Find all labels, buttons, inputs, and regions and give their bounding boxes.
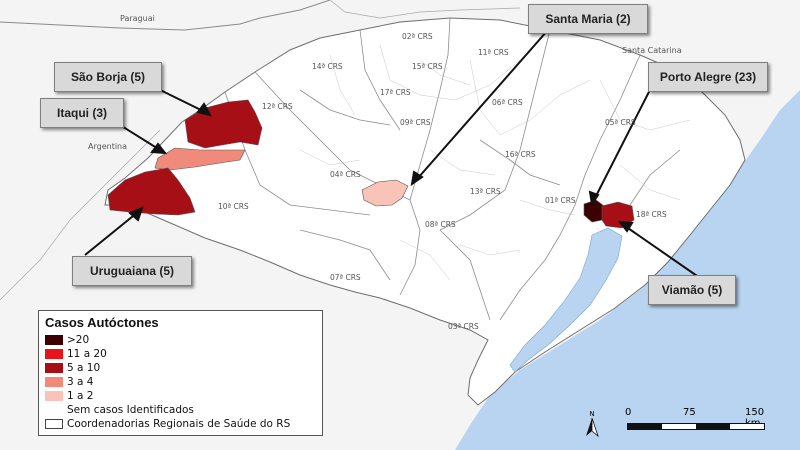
border-north bbox=[329, 0, 521, 19]
callout-arrows bbox=[84, 21, 701, 279]
municipio-uruguaiana bbox=[107, 167, 196, 216]
crs-label: 13ª CRS bbox=[470, 187, 501, 196]
municipality-boundaries bbox=[299, 44, 691, 281]
lagoa-dos-patos bbox=[509, 227, 623, 373]
crs-label: 06ª CRS bbox=[492, 98, 523, 107]
border-argentina bbox=[0, 129, 161, 301]
crs-label: 07ª CRS bbox=[330, 273, 361, 282]
ocean bbox=[455, 90, 800, 450]
callout-sao-borja: São Borja (5) bbox=[54, 62, 162, 92]
crs-label: 14ª CRS bbox=[312, 62, 343, 71]
legend-label: Sem casos Identificados bbox=[67, 404, 194, 416]
legend-item: 3 a 4 bbox=[45, 375, 322, 389]
crs-boundaries bbox=[224, 17, 681, 321]
label-argentina: Argentina bbox=[88, 142, 128, 151]
legend-item: >20 bbox=[45, 333, 322, 347]
legend-title: Casos Autóctones bbox=[45, 315, 159, 330]
crs-label: 10ª CRS bbox=[218, 202, 249, 211]
municipio-santa-maria bbox=[361, 179, 409, 207]
border-paraguai bbox=[0, 0, 331, 31]
legend-item: 11 a 20 bbox=[45, 347, 322, 361]
crs-label: 15ª CRS bbox=[412, 62, 443, 71]
scale-bar: 0 75 150 km bbox=[625, 407, 765, 430]
crs-label: 11ª CRS bbox=[478, 48, 509, 57]
north-arrow-icon: N bbox=[586, 410, 599, 438]
legend-swatch bbox=[45, 363, 63, 373]
crs-label: 04ª CRS bbox=[330, 170, 361, 179]
legend-swatch bbox=[45, 405, 63, 415]
callout-itaqui: Itaqui (3) bbox=[40, 98, 124, 128]
legend-item: Sem casos Identificados bbox=[45, 403, 322, 417]
crs-label: 16ª CRS bbox=[505, 150, 536, 159]
crs-label: 02ª CRS bbox=[402, 32, 433, 41]
north-label: N bbox=[589, 410, 594, 418]
legend-item: Coordenadorias Regionais de Saúde do RS bbox=[45, 417, 322, 431]
label-santa-catarina: Santa Catarina bbox=[622, 46, 682, 55]
crs-label: 09ª CRS bbox=[400, 118, 431, 127]
legend-label: 1 a 2 bbox=[67, 390, 94, 402]
callout-porto-alegre: Porto Alegre (23) bbox=[648, 62, 768, 92]
legend-swatch bbox=[45, 335, 63, 345]
legend-label: Coordenadorias Regionais de Saúde do RS bbox=[67, 418, 291, 430]
scale-tick-75: 75 bbox=[683, 407, 696, 418]
scale-bar-graphic bbox=[627, 423, 765, 430]
legend-label: 11 a 20 bbox=[67, 348, 107, 360]
legend-item: 1 a 2 bbox=[45, 389, 322, 403]
legend-label: 3 a 4 bbox=[67, 376, 94, 388]
legend: Casos Autóctones >20 11 a 20 5 a 10 3 a … bbox=[38, 310, 323, 436]
legend-swatch bbox=[45, 419, 63, 429]
legend-swatch bbox=[45, 349, 63, 359]
crs-label: 01ª CRS bbox=[545, 196, 576, 205]
crs-label: 12ª CRS bbox=[262, 102, 293, 111]
legend-swatch bbox=[45, 377, 63, 387]
legend-item: 5 a 10 bbox=[45, 361, 322, 375]
legend-swatch bbox=[45, 391, 63, 401]
label-paraguai: Paraguai bbox=[120, 14, 155, 23]
crs-label: 17ª CRS bbox=[380, 88, 411, 97]
legend-label: >20 bbox=[67, 334, 90, 346]
crs-label: 18ª CRS bbox=[636, 210, 667, 219]
callout-viamao: Viamão (5) bbox=[648, 275, 736, 305]
callout-santa-maria: Santa Maria (2) bbox=[528, 4, 648, 34]
scale-tick-0: 0 bbox=[625, 407, 632, 418]
legend-label: 5 a 10 bbox=[67, 362, 101, 374]
crs-label: 05ª CRS bbox=[605, 118, 636, 127]
crs-label: 03ª CRS bbox=[448, 322, 479, 331]
crs-label: 08ª CRS bbox=[425, 220, 456, 229]
callout-uruguaiana: Uruguaiana (5) bbox=[72, 256, 192, 286]
